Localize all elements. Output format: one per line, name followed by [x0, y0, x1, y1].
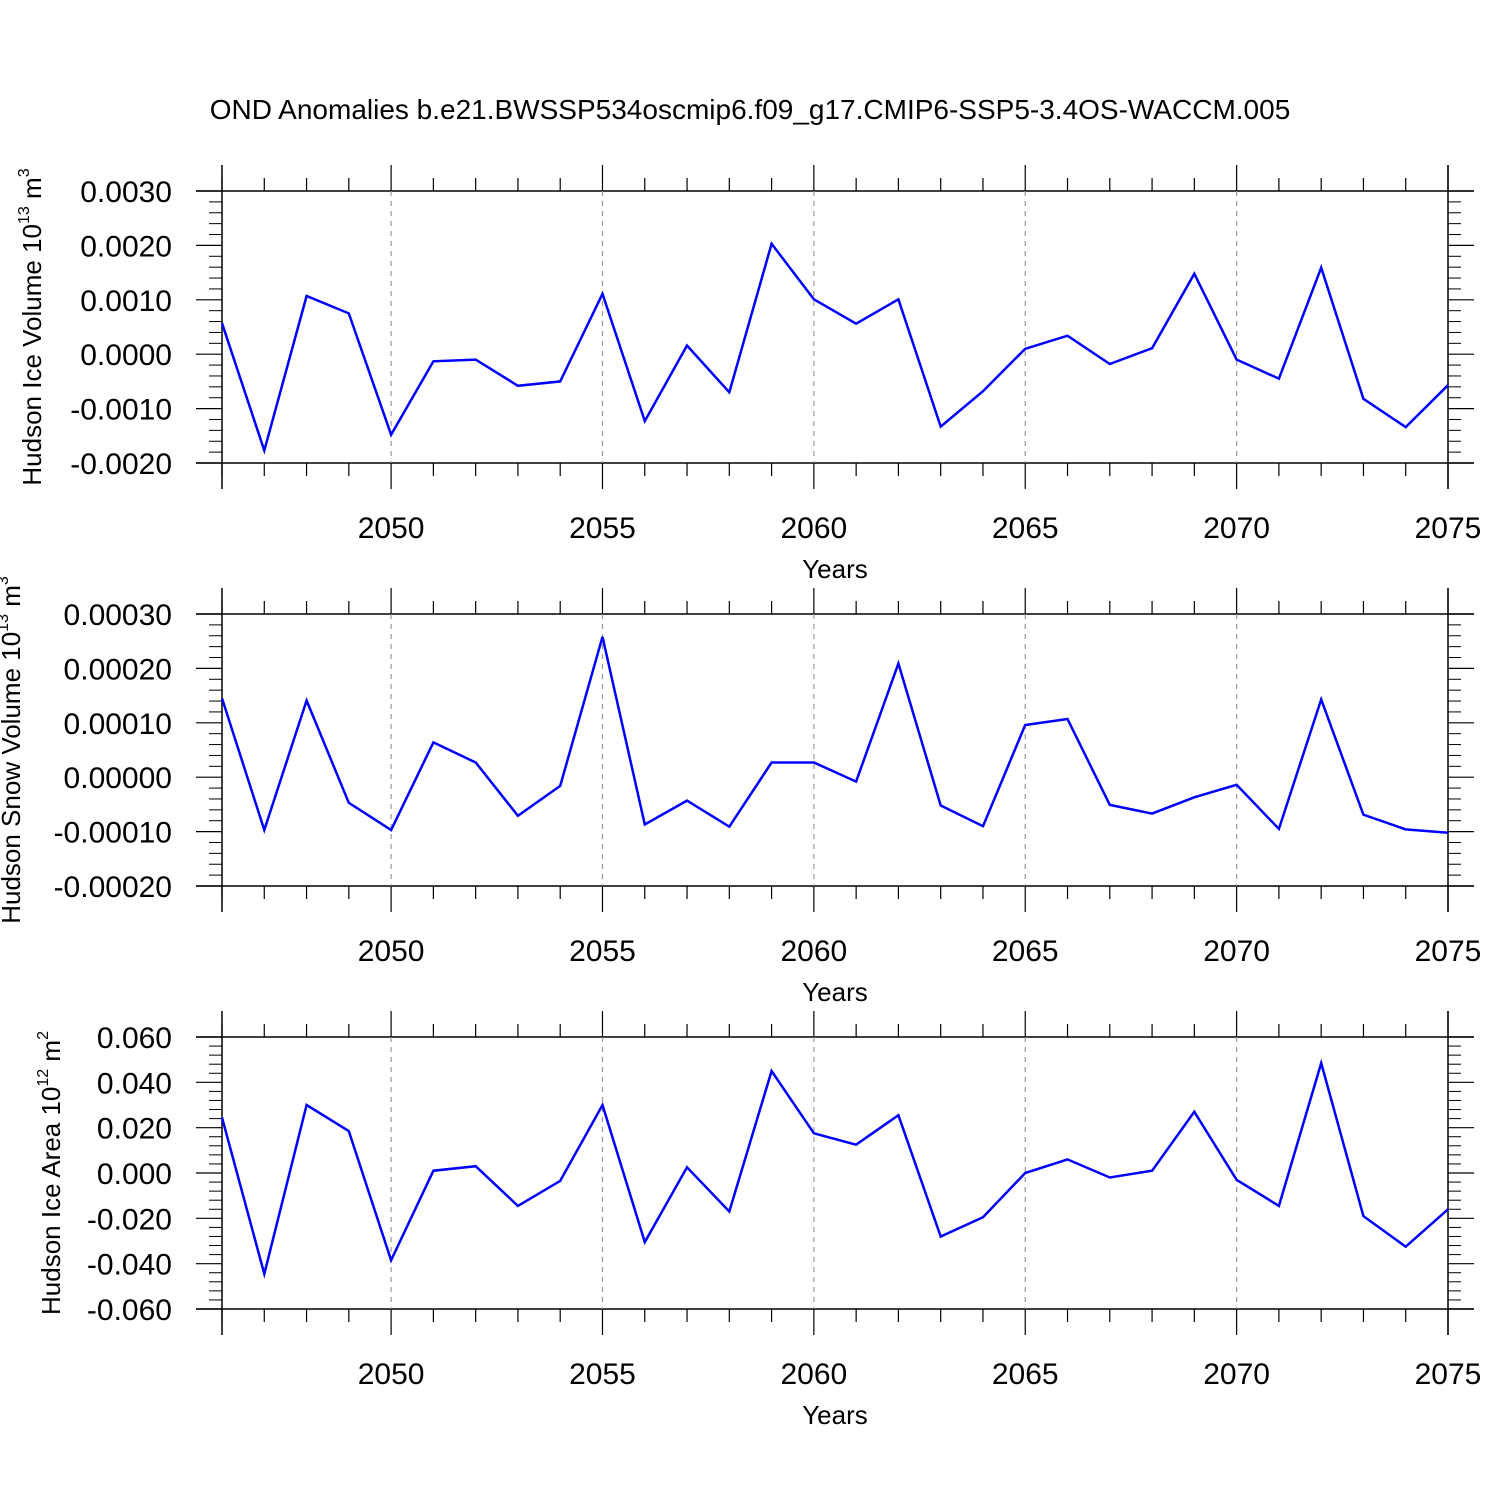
- y-axis-label-exponent: 13: [0, 614, 12, 632]
- y-tick-label: -0.060: [87, 1294, 172, 1327]
- y-axis-label-unit: m: [0, 585, 26, 614]
- panel-2: -0.00020 -0.00010 0.00000 0.00010 0.00020 0.0…: [0, 576, 1481, 1007]
- panel-1: -0.0020 -0.0010 0.0000 0.0010 0.0020 0.0030 20…: [16, 165, 1481, 584]
- y-axis-label-text: Hudson Snow Volume 10: [0, 632, 26, 924]
- x-tick-label: 2050: [358, 1358, 425, 1391]
- series-line: [220, 1058, 1449, 1279]
- x-tick-label: 2065: [992, 935, 1059, 968]
- x-tick-label: 2065: [992, 1358, 1059, 1391]
- x-tick-label: 2060: [780, 512, 847, 545]
- y-tick-label: -0.00010: [54, 817, 172, 850]
- y-tick-label: 0.020: [97, 1113, 172, 1146]
- y-tick-label: -0.0020: [70, 448, 172, 481]
- x-tick-label: 2055: [569, 1358, 636, 1391]
- y-tick-label: -0.00020: [54, 871, 172, 904]
- panels: -0.0020-0.00100.00000.00100.00200.003020…: [0, 165, 1481, 1430]
- x-tick-label: 2070: [1203, 935, 1270, 968]
- x-tick-label: 2075: [1415, 512, 1482, 545]
- x-tick-label: 2065: [992, 512, 1059, 545]
- y-tick-label: 0.0030: [80, 176, 172, 209]
- y-tick-label: -0.040: [87, 1249, 172, 1282]
- x-tick-label: 2055: [569, 512, 636, 545]
- y-axis-label-text: Hudson Ice Volume 10: [17, 224, 47, 486]
- x-tick-label: 2060: [780, 935, 847, 968]
- y-axis-label-unit: m: [36, 1040, 66, 1069]
- y-axis-label: Hudson Snow Volume 1013 m3: [0, 576, 26, 924]
- y-tick-label: 0.040: [97, 1067, 172, 1100]
- x-tick-label: 2070: [1203, 1358, 1270, 1391]
- x-tick-label: 2050: [358, 935, 425, 968]
- y-axis-label-unit-exponent: 2: [35, 1031, 52, 1040]
- x-axis-label: Years: [802, 1400, 868, 1430]
- x-tick-label: 2075: [1415, 935, 1482, 968]
- y-axis-label: Hudson Ice Volume 1013 m3: [16, 168, 47, 485]
- x-tick-label: 2075: [1415, 1358, 1482, 1391]
- x-tick-label: 2060: [780, 1358, 847, 1391]
- y-axis-label-exponent: 13: [16, 206, 33, 224]
- series-line: [220, 241, 1449, 455]
- y-tick-label: 0.00020: [64, 653, 172, 686]
- y-axis-label-exponent: 12: [35, 1069, 52, 1087]
- x-tick-label: 2050: [358, 512, 425, 545]
- y-tick-label: 0.0020: [80, 230, 172, 263]
- y-axis-label: Hudson Ice Area 1012 m2: [35, 1031, 66, 1315]
- y-axis-label-unit-exponent: 3: [16, 168, 33, 177]
- y-tick-label: -0.020: [87, 1203, 172, 1236]
- panel-3: -0.060 -0.040 -0.020 0.000 0.020 0.040 0.060 20…: [35, 1011, 1481, 1430]
- y-axis-label-text: Hudson Ice Area 10: [36, 1087, 66, 1315]
- series-line: [220, 636, 1449, 835]
- y-tick-label: 0.000: [97, 1158, 172, 1191]
- y-tick-label: 0.060: [97, 1022, 172, 1055]
- y-tick-label: 0.00000: [64, 762, 172, 795]
- chart-title: OND Anomalies b.e21.BWSSP534oscmip6.f09_…: [210, 94, 1291, 125]
- y-tick-label: 0.00010: [64, 708, 172, 741]
- x-axis-label: Years: [802, 977, 868, 1007]
- y-tick-label: 0.0000: [80, 339, 172, 372]
- x-tick-label: 2070: [1203, 512, 1270, 545]
- x-axis-label: Years: [802, 554, 868, 584]
- x-tick-label: 2055: [569, 935, 636, 968]
- y-axis-label-unit-exponent: 3: [0, 576, 12, 585]
- y-tick-label: 0.00030: [64, 599, 172, 632]
- y-axis-label-unit: m: [17, 177, 47, 206]
- y-tick-label: -0.0010: [70, 394, 172, 427]
- y-tick-label: 0.0010: [80, 285, 172, 318]
